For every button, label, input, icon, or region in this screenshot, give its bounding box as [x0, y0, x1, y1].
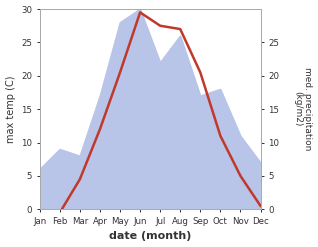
- X-axis label: date (month): date (month): [109, 231, 191, 242]
- Y-axis label: max temp (C): max temp (C): [5, 75, 16, 143]
- Y-axis label: med. precipitation
(kg/m2): med. precipitation (kg/m2): [293, 67, 313, 151]
